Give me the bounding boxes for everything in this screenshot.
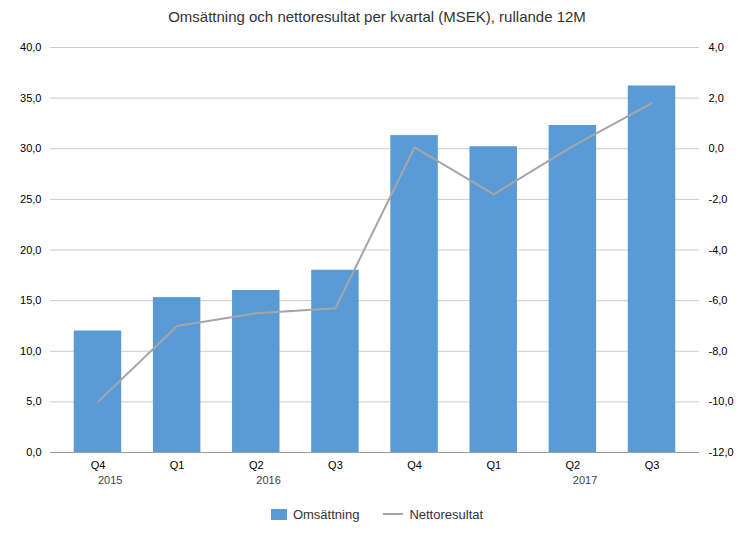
svg-text:10,0: 10,0 (20, 345, 41, 357)
svg-text:0,0: 0,0 (709, 142, 724, 154)
svg-text:15,0: 15,0 (20, 294, 41, 306)
svg-text:30,0: 30,0 (20, 142, 41, 154)
html-text:Nettoresultat: Nettoresultat (409, 506, 484, 522)
svg-text:Q4: Q4 (407, 459, 422, 471)
svg-text:35,0: 35,0 (20, 92, 41, 104)
svg-text:Q1: Q1 (486, 459, 501, 471)
svg-text:-8,0: -8,0 (709, 345, 728, 357)
svg-text:Q2: Q2 (249, 459, 264, 471)
svg-text:4,0: 4,0 (709, 41, 724, 53)
svg-text:2,0: 2,0 (709, 92, 724, 104)
svg-text:-2,0: -2,0 (709, 193, 728, 205)
svg-text:0,0: 0,0 (26, 446, 41, 458)
svg-text:20,0: 20,0 (20, 244, 41, 256)
svg-text:Q2: Q2 (566, 459, 581, 471)
svg-text:25,0: 25,0 (20, 193, 41, 205)
svg-text:Q1: Q1 (170, 459, 185, 471)
svg-text:Q4: Q4 (91, 459, 106, 471)
svg-text:-12,0: -12,0 (709, 446, 734, 458)
html-text:Omsättning: Omsättning (292, 506, 360, 522)
svg-text:Q3: Q3 (328, 459, 343, 471)
svg-text:-4,0: -4,0 (709, 244, 728, 256)
svg-text:Q3: Q3 (645, 459, 660, 471)
svg-text:2017: 2017 (573, 474, 597, 486)
svg-text:40,0: 40,0 (20, 41, 41, 53)
svg-text:2015: 2015 (98, 474, 122, 486)
svg-text:-10,0: -10,0 (709, 395, 734, 407)
svg-text:-6,0: -6,0 (709, 294, 728, 306)
svg-text:5,0: 5,0 (26, 395, 41, 407)
html-text:Omsättning och nettoresultat p: Omsättning och nettoresultat per kvartal… (168, 8, 586, 25)
svg-text:2016: 2016 (256, 474, 280, 486)
